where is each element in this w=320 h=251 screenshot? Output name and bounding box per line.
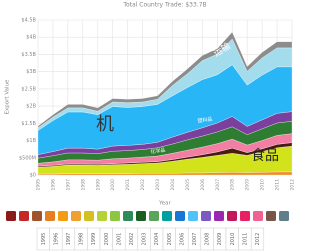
area (37, 31, 293, 129)
x-tick-label: 2006 (200, 179, 206, 191)
y-tick-label: $2.5B (21, 86, 36, 92)
year-button-label[interactable]: 2010 (230, 233, 236, 246)
year-button-label[interactable]: 1998 (79, 233, 85, 246)
category-icon[interactable] (227, 211, 237, 221)
year-button[interactable] (250, 227, 265, 251)
x-tick-label: 1999 (95, 179, 101, 191)
category-icon[interactable] (19, 211, 29, 221)
y-tick-label: $3.5B (21, 52, 36, 58)
y-tick-label: $500M (19, 155, 36, 161)
x-tick-label: 1997 (65, 179, 71, 191)
category-icon[interactable] (214, 211, 224, 221)
y-tick-label: $3B (26, 69, 36, 75)
category-icon[interactable] (71, 211, 81, 221)
category-icon[interactable] (149, 211, 159, 221)
year-button-label[interactable]: 1996 (53, 233, 59, 246)
year-button-label[interactable]: 2012 (255, 233, 261, 246)
category-icon[interactable] (162, 211, 172, 221)
category-icon[interactable] (175, 211, 185, 221)
category-icon[interactable] (123, 211, 133, 221)
x-tick-label: 2011 (275, 179, 281, 191)
year-button-label[interactable]: 2005 (167, 233, 173, 246)
category-icon[interactable] (188, 211, 198, 221)
year-button-label[interactable]: 2001 (116, 233, 122, 246)
year-button-label[interactable]: 2006 (179, 233, 185, 246)
y-tick-label: $2B (26, 104, 36, 110)
category-icon[interactable] (84, 211, 94, 221)
category-icon[interactable] (32, 211, 42, 221)
y-tick-label: $0 (30, 173, 36, 179)
category-icon[interactable] (240, 211, 250, 221)
y-tick-label: $4.5B (21, 18, 36, 24)
year-button-label[interactable]: 2008 (205, 233, 211, 246)
x-axis-title: Year (158, 201, 171, 207)
x-tick-label: 2010 (260, 179, 266, 191)
category-icon[interactable] (6, 211, 16, 221)
x-tick-label: 2004 (170, 179, 176, 191)
chart-title: Total Country Trade: $33.7B (122, 2, 206, 9)
x-tick-label: 2003 (155, 179, 161, 191)
annotation: 塑料品 (197, 115, 213, 124)
x-tick-label: 2007 (215, 179, 221, 191)
x-tick-label: 2001 (125, 179, 131, 191)
x-tick-label: 2009 (245, 179, 251, 191)
annotation: 化学品 (150, 146, 166, 155)
x-tick-label: 2005 (185, 179, 191, 191)
category-icon[interactable] (253, 211, 263, 221)
year-selector: 1995 1996 1997 1998 1999 2000 2001 2002 2003 2004… (36, 227, 265, 251)
year-button-label[interactable]: 1997 (66, 233, 72, 246)
category-icon[interactable] (201, 211, 211, 221)
year-button-label[interactable]: 2002 (129, 233, 135, 246)
x-tick-label: 1996 (50, 179, 56, 191)
category-icon[interactable] (136, 211, 146, 221)
year-button-label[interactable]: 1995 (41, 233, 47, 246)
year-button-label[interactable]: 2000 (104, 233, 110, 246)
x-tick-label: 2000 (110, 179, 116, 191)
year-button-label[interactable]: 2011 (242, 233, 248, 246)
y-tick-label: $4B (26, 35, 36, 41)
x-tick-label: 2012 (290, 179, 296, 191)
annotation: 食品 (251, 147, 279, 164)
category-icon[interactable] (110, 211, 120, 221)
year-button-label[interactable]: 2004 (154, 233, 160, 246)
category-icon[interactable] (58, 211, 68, 221)
x-tick-label: 1998 (80, 179, 86, 191)
y-tick-label: $1.5B (21, 121, 36, 127)
year-button-label[interactable]: 1999 (91, 233, 97, 246)
category-icon[interactable] (97, 211, 107, 221)
category-icons (6, 211, 289, 221)
annotation: 机 (96, 114, 114, 135)
category-icon[interactable] (266, 211, 276, 221)
year-button-label[interactable]: 2003 (142, 233, 148, 246)
category-icon[interactable] (45, 211, 55, 221)
chart: Total Country Trade: $33.7B Export Value… (4, 1, 296, 251)
x-tick-label: 2002 (140, 179, 146, 191)
x-tick-label: 1995 (36, 179, 42, 191)
year-button-label[interactable]: 2007 (192, 233, 198, 246)
y-tick-label: $1B (26, 138, 36, 144)
x-tick-label: 2008 (230, 179, 236, 191)
year-button-label[interactable]: 2009 (217, 233, 223, 246)
y-axis-title: Export Value (5, 79, 11, 114)
category-icon[interactable] (279, 211, 289, 221)
